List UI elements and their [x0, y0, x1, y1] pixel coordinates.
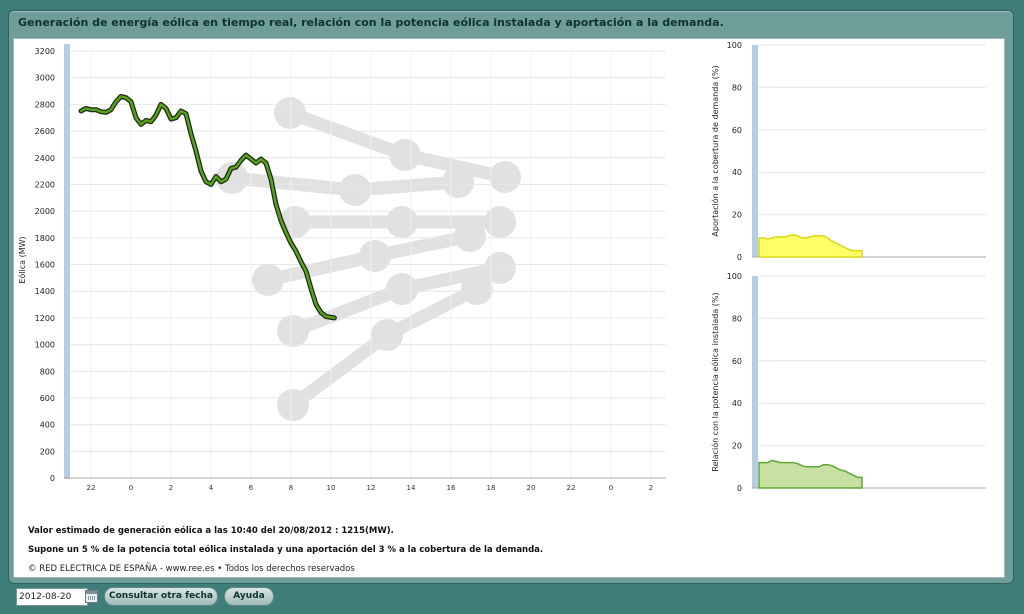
y-tick-label: 60: [732, 357, 742, 366]
y-tick-label: 40: [732, 399, 742, 408]
main-y-ticks: 0 200 400 600 800 1000 1200 1400 1600 1800 2000 220…: [35, 47, 55, 483]
installed-y-ticks: 0 20 40 60 80 100: [727, 272, 742, 493]
y-tick-label: 3000: [35, 74, 55, 83]
x-tick-label: 0: [609, 484, 613, 492]
y-tick-label: 20: [732, 211, 742, 220]
y-tick-label: 3200: [35, 47, 55, 56]
x-tick-label: 20: [527, 484, 536, 492]
y-tick-label: 2800: [35, 100, 55, 109]
y-tick-label: 1800: [35, 234, 55, 243]
y-tick-label: 40: [732, 168, 742, 177]
x-tick-label: 8: [289, 484, 293, 492]
date-input[interactable]: [16, 588, 88, 606]
demand-y-ticks: 0 20 40 60 80 100: [727, 41, 742, 262]
x-tick-label: 18: [487, 484, 496, 492]
y-tick-label: 1200: [35, 314, 55, 323]
y-tick-label: 2600: [35, 127, 55, 136]
y-tick-label: 200: [40, 447, 55, 456]
help-button[interactable]: Ayuda: [224, 587, 274, 606]
demand-y-axis-label: Aportación a la cobertura de demanda (%): [710, 65, 720, 236]
x-tick-label: 22: [567, 484, 576, 492]
info-percentages: Supone un 5 % de la potencia total eólic…: [28, 545, 544, 555]
main-y-axis-bar: [64, 44, 70, 479]
series-line: [79, 95, 336, 320]
demand-chart-grid: [758, 44, 986, 216]
installed-y-axis-bar: [752, 276, 758, 488]
y-tick-label: 1400: [35, 287, 55, 296]
x-tick-label: 2: [169, 484, 173, 492]
installed-chart-grid: [758, 275, 986, 447]
main-chart-grid: [70, 50, 666, 478]
installed-y-axis-label: Relación con la potencia eólica instalad…: [710, 292, 720, 471]
main-y-axis-label: Eólica (MW): [17, 236, 27, 283]
x-tick-label: 10: [327, 484, 336, 492]
demand-area: [758, 233, 863, 258]
y-tick-label: 2000: [35, 207, 55, 216]
x-tick-label: 14: [407, 484, 416, 492]
y-tick-label: 20: [732, 442, 742, 451]
copyright: © RED ELECTRICA DE ESPAÑA - www.ree.es •…: [28, 564, 355, 574]
ree-logo-watermark: [216, 97, 521, 421]
main-series-line: [78, 93, 337, 321]
x-tick-label: 2: [649, 484, 653, 492]
y-tick-label: 2400: [35, 154, 55, 163]
y-tick-label: 1000: [35, 341, 55, 350]
y-tick-label: 100: [727, 272, 742, 281]
y-tick-label: 80: [732, 314, 742, 323]
y-tick-label: 0: [50, 474, 55, 483]
y-tick-label: 0: [737, 253, 742, 262]
x-tick-label: 16: [447, 484, 456, 492]
main-x-ticks: 22 0 2 4 6 8 10 12 14 16 18 20 22 0 2: [87, 484, 654, 492]
calendar-icon[interactable]: [85, 590, 98, 603]
y-tick-label: 1600: [35, 261, 55, 270]
y-tick-label: 600: [40, 394, 55, 403]
y-tick-label: 60: [732, 126, 742, 135]
x-tick-label: 6: [249, 484, 254, 492]
x-tick-label: 12: [367, 484, 376, 492]
y-tick-label: 800: [40, 367, 55, 376]
y-tick-label: 400: [40, 421, 55, 430]
info-estimate: Valor estimado de generación eólica a la…: [28, 526, 394, 536]
y-tick-label: 2200: [35, 180, 55, 189]
page-title: Generación de energía eólica en tiempo r…: [18, 16, 724, 29]
y-tick-label: 0: [737, 484, 742, 493]
x-tick-label: 0: [129, 484, 133, 492]
x-tick-label: 4: [209, 484, 214, 492]
y-tick-label: 100: [727, 41, 742, 50]
x-tick-label: 22: [87, 484, 96, 492]
installed-area: [758, 459, 863, 489]
demand-y-axis-bar: [752, 45, 758, 257]
consult-other-date-button[interactable]: Consultar otra fecha: [104, 587, 218, 606]
y-tick-label: 80: [732, 83, 742, 92]
